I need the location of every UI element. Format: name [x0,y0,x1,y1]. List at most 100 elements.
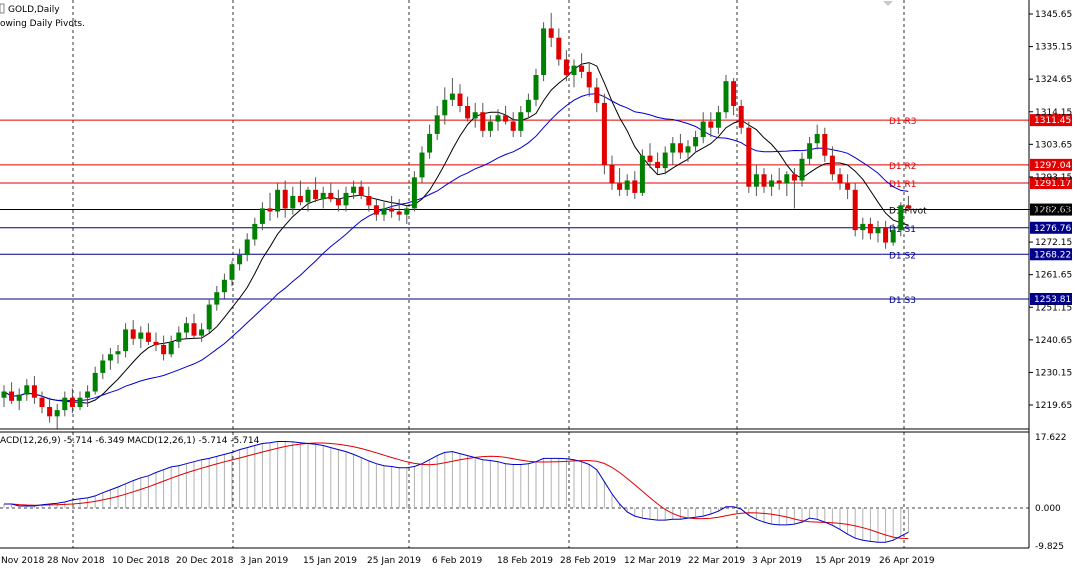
candle-bear [609,164,615,184]
candle-bear [905,205,911,209]
candle-bull [62,397,68,411]
candle-bear [579,65,585,72]
candle-bull [533,74,539,100]
candle-bull [123,329,129,352]
date-label: 6 Feb 2019 [432,556,483,566]
candle-bear [617,183,623,190]
level-price-tag [1030,203,1072,216]
candle-bear [677,143,683,153]
date-label: Nov 2018 [1,556,45,566]
candle-bull [221,279,227,293]
candle-bear [761,174,767,187]
macd-main-line [4,441,909,543]
candle-bull [411,177,417,209]
price-tick-label: 1345.65 [1035,10,1072,20]
chart-menu-icon[interactable] [0,3,5,14]
level-price-tag [1030,248,1072,261]
candle-bear [153,341,159,345]
macd-axis-zero: 0.000 [1035,504,1061,514]
level-price-tag-text: 1276.76 [1034,224,1071,234]
candle-bull [419,152,425,178]
date-label: 26 Apr 2019 [879,556,935,566]
candle-bull [487,121,493,131]
candle-bull [769,180,775,187]
price-tick-label: 1282.63 [1035,206,1072,216]
date-label: 25 Jan 2019 [367,556,421,566]
candle-bull [77,397,83,408]
price-tick-label: 1293.15 [1035,173,1072,183]
date-axis: Nov 2018 28 Nov 2018 10 Dec 2018 20 Dec 201… [1,556,935,566]
level-price-tag [1030,177,1072,190]
candle-bear [822,133,828,156]
candle-bear [829,155,835,175]
candle-bear [9,391,15,401]
date-label: 3 Jan 2019 [240,556,288,566]
level-price-tag [1030,158,1072,171]
candle-bull [860,223,866,231]
pivot-levels: D1 R3 1311.45 D1 R2 1297.04 D1 R1 1291.17 D1 P… [0,114,1072,306]
level-label: D1 R1 [889,180,917,190]
scroll-marker-icon[interactable] [883,1,893,6]
level-price-tag-text: 1268.22 [1034,250,1071,260]
candle-bull [237,254,243,265]
candle-bull [799,158,805,181]
level-price-tag [1030,221,1072,234]
price-tick-label: 1303.65 [1035,140,1072,150]
candle-bull [381,208,387,215]
candle-bull [693,137,699,147]
candle-bull [168,341,174,355]
price-tick-label: 1240.65 [1035,336,1072,346]
candle-bull [92,372,98,392]
candle-bear [647,155,653,162]
candle-bear [548,28,554,38]
candle-bull [525,99,531,113]
macd-axis-lower: -9.825 [1035,542,1064,552]
date-label: 22 Mar 2019 [688,556,745,566]
candle-bear [708,121,714,128]
candle-bull [275,189,281,212]
level-price-tag-text: 1291.17 [1034,179,1071,189]
candle-bull [807,143,813,159]
candle-bull [138,332,144,339]
candle-bull [753,174,759,187]
candle-bear [457,93,463,107]
candle-bull [24,385,30,395]
candle-bear [480,112,486,131]
level-price-tag-text: 1282.63 [1034,206,1071,216]
candle-bull [199,329,205,336]
macd-axis: 17.622 0.000 -9.825 [1035,433,1067,552]
candle-bear [867,223,873,234]
date-label: 15 Apr 2019 [815,556,871,566]
date-label: 3 Apr 2019 [752,556,802,566]
candle-bull [100,360,106,373]
candle-bull [662,152,668,169]
candle-bear [791,174,797,181]
candle-bear [776,180,782,184]
date-label: 12 Mar 2019 [624,556,681,566]
candle-bear [366,196,372,206]
candle-bear [396,211,402,215]
candle-bear [191,323,197,336]
level-price-tag-text: 1253.81 [1034,295,1071,305]
level-price-tag-text: 1297.04 [1034,161,1071,171]
candle-bear [746,127,752,187]
ma-slow-line [3,93,909,402]
candle-bull [16,394,22,401]
level-label: D1 R2 [889,162,917,172]
level-price-tag [1030,292,1072,305]
candle-bear [845,183,851,190]
candle-bear [313,189,319,200]
candle-bull [206,304,212,330]
candle-bear [731,81,737,107]
candle-bear [47,407,53,417]
candle-bear [738,106,744,128]
candle-bear [586,71,592,88]
candle-bear [601,102,607,165]
candle-bear [563,59,569,75]
date-label: 28 Nov 2018 [47,556,105,566]
indicator-label: owing Daily Pivots. [0,19,85,29]
candle-bull [115,351,121,355]
price-tick-label: 1324.65 [1035,75,1072,85]
